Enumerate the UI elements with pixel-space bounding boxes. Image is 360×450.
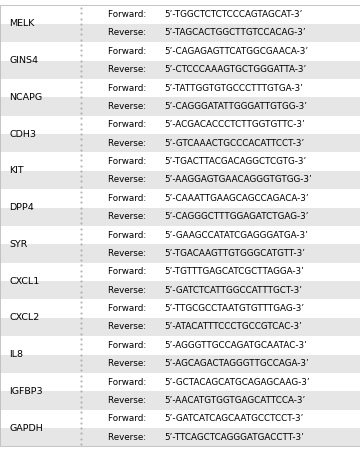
Text: Reverse:: Reverse: xyxy=(108,176,149,184)
Text: 5’-TTCAGCTCAGGGATGACCTT-3’: 5’-TTCAGCTCAGGGATGACCTT-3’ xyxy=(164,433,304,442)
Text: 5’-AGGGTTGCCAGATGCAATAC-3’: 5’-AGGGTTGCCAGATGCAATAC-3’ xyxy=(164,341,307,350)
Bar xyxy=(0,207,360,226)
Text: 5’-AGCAGACTAGGGTTGCCAGA-3’: 5’-AGCAGACTAGGGTTGCCAGA-3’ xyxy=(164,359,309,368)
Text: GINS4: GINS4 xyxy=(9,56,38,65)
Bar xyxy=(0,42,360,61)
Text: Forward:: Forward: xyxy=(108,84,149,93)
Text: 5’-CAGGGATATTGGGATTGTGG-3’: 5’-CAGGGATATTGGGATTGTGG-3’ xyxy=(164,102,307,111)
Bar xyxy=(0,97,360,116)
Bar xyxy=(0,5,360,24)
Text: Reverse:: Reverse: xyxy=(108,396,149,405)
Bar xyxy=(0,60,360,79)
Bar xyxy=(0,189,360,207)
Bar xyxy=(0,355,360,373)
Text: Reverse:: Reverse: xyxy=(108,102,149,111)
Text: Forward:: Forward: xyxy=(108,267,149,276)
Bar xyxy=(0,299,360,318)
Text: Reverse:: Reverse: xyxy=(108,139,149,148)
Text: 5’-CTCCCAAAGTGCTGGGATTA-3’: 5’-CTCCCAAAGTGCTGGGATTA-3’ xyxy=(164,65,306,74)
Text: 5’-TATTGGTGTGCCCTTTGTGA-3’: 5’-TATTGGTGTGCCCTTTGTGA-3’ xyxy=(164,84,303,93)
Text: IL8: IL8 xyxy=(9,350,23,359)
Text: CXCL2: CXCL2 xyxy=(9,313,39,322)
Text: Reverse:: Reverse: xyxy=(108,65,149,74)
Text: 5’-TAGCACTGGCTTGTCCACAG-3’: 5’-TAGCACTGGCTTGTCCACAG-3’ xyxy=(164,28,305,37)
Text: 5’-GATCATCAGCAATGCCTCCT-3’: 5’-GATCATCAGCAATGCCTCCT-3’ xyxy=(164,414,303,423)
Text: Forward:: Forward: xyxy=(108,378,149,387)
Text: 5’-GCTACAGCATGCAGAGCAAG-3’: 5’-GCTACAGCATGCAGAGCAAG-3’ xyxy=(164,378,310,387)
Text: GAPDH: GAPDH xyxy=(9,423,43,432)
Text: 5’-GAAGCCATATCGAGGGATGA-3’: 5’-GAAGCCATATCGAGGGATGA-3’ xyxy=(164,230,308,239)
Text: SYR: SYR xyxy=(9,240,27,249)
Text: NCAPG: NCAPG xyxy=(9,93,42,102)
Bar xyxy=(0,391,360,410)
Text: Forward:: Forward: xyxy=(108,120,149,129)
Text: Forward:: Forward: xyxy=(108,341,149,350)
Text: Reverse:: Reverse: xyxy=(108,359,149,368)
Text: 5’-GATCTCATTGGCCATTTGCT-3’: 5’-GATCTCATTGGCCATTTGCT-3’ xyxy=(164,286,302,295)
Text: Forward:: Forward: xyxy=(108,414,149,423)
Text: 5’-CAGGGCTTTGGAGATCTGAG-3’: 5’-CAGGGCTTTGGAGATCTGAG-3’ xyxy=(164,212,308,221)
Bar xyxy=(0,153,360,171)
Text: Forward:: Forward: xyxy=(108,47,149,56)
Text: DPP4: DPP4 xyxy=(9,203,34,212)
Text: Forward:: Forward: xyxy=(108,10,149,19)
Text: CXCL1: CXCL1 xyxy=(9,276,39,286)
Text: 5’-ATACATTTCCCTGCCGTCAC-3’: 5’-ATACATTTCCCTGCCGTCAC-3’ xyxy=(164,323,302,332)
Bar xyxy=(0,318,360,336)
Text: Reverse:: Reverse: xyxy=(108,28,149,37)
Bar xyxy=(0,244,360,263)
Text: 5’-ACGACACCCTCTTGGTGTTC-3’: 5’-ACGACACCCTCTTGGTGTTC-3’ xyxy=(164,120,305,129)
Text: Reverse:: Reverse: xyxy=(108,286,149,295)
Bar xyxy=(0,226,360,244)
Bar xyxy=(0,134,360,153)
Text: CDH3: CDH3 xyxy=(9,130,36,139)
Text: 5’-TGACAAGTTGTGGGCATGTT-3’: 5’-TGACAAGTTGTGGGCATGTT-3’ xyxy=(164,249,305,258)
Text: 5’-AACATGTGGTGAGCATTCCA-3’: 5’-AACATGTGGTGAGCATTCCA-3’ xyxy=(164,396,305,405)
Text: Reverse:: Reverse: xyxy=(108,249,149,258)
Text: 5’-CAGAGAGTTCATGGCGAACA-3’: 5’-CAGAGAGTTCATGGCGAACA-3’ xyxy=(164,47,308,56)
Text: 5’-TTGCGCCTAATGTGTTTGAG-3’: 5’-TTGCGCCTAATGTGTTTGAG-3’ xyxy=(164,304,304,313)
Text: 5’-TGGCTCTCTCCCAGTAGCAT-3’: 5’-TGGCTCTCTCCCAGTAGCAT-3’ xyxy=(164,10,302,19)
Text: IGFBP3: IGFBP3 xyxy=(9,387,42,396)
Bar xyxy=(0,79,360,97)
Bar xyxy=(0,116,360,134)
Text: Forward:: Forward: xyxy=(108,304,149,313)
Text: 5’-CAAATTGAAGCAGCCAGACA-3’: 5’-CAAATTGAAGCAGCCAGACA-3’ xyxy=(164,194,309,203)
Bar xyxy=(0,373,360,391)
Bar xyxy=(0,171,360,189)
Bar xyxy=(0,263,360,281)
Text: Forward:: Forward: xyxy=(108,157,149,166)
Bar xyxy=(0,24,360,42)
Text: 5’-AAGGAGTGAACAGGGTGTGG-3’: 5’-AAGGAGTGAACAGGGTGTGG-3’ xyxy=(164,176,311,184)
Bar xyxy=(0,336,360,355)
Bar xyxy=(0,281,360,299)
Text: Reverse:: Reverse: xyxy=(108,212,149,221)
Text: Reverse:: Reverse: xyxy=(108,433,149,442)
Text: 5’-TGTTTGAGCATCGCTTAGGA-3’: 5’-TGTTTGAGCATCGCTTAGGA-3’ xyxy=(164,267,304,276)
Text: 5’-TGACTTACGACAGGCTCGTG-3’: 5’-TGACTTACGACAGGCTCGTG-3’ xyxy=(164,157,306,166)
Text: Reverse:: Reverse: xyxy=(108,323,149,332)
Bar xyxy=(0,410,360,428)
Text: 5’-GTCAAACTGCCCACATTCCT-3’: 5’-GTCAAACTGCCCACATTCCT-3’ xyxy=(164,139,304,148)
Bar xyxy=(0,428,360,446)
Text: KIT: KIT xyxy=(9,166,24,175)
Text: Forward:: Forward: xyxy=(108,194,149,203)
Text: Forward:: Forward: xyxy=(108,230,149,239)
Text: MELK: MELK xyxy=(9,19,34,28)
